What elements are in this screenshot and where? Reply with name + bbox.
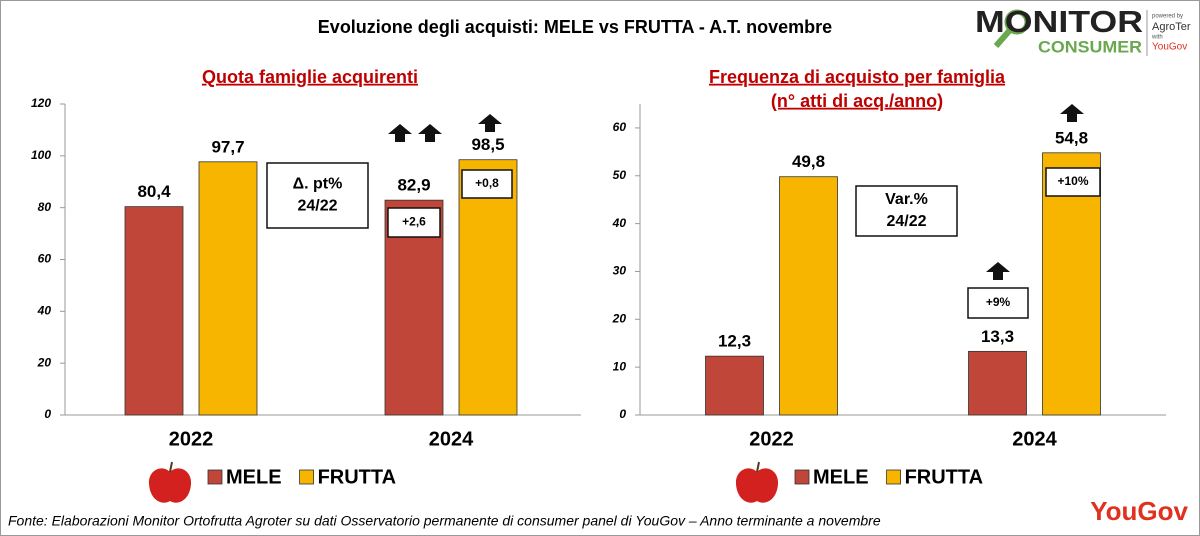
y-tick-label: 20 bbox=[37, 355, 52, 369]
apple-stem bbox=[169, 461, 173, 473]
change-label: +0,8 bbox=[475, 176, 499, 190]
change-box bbox=[461, 169, 513, 199]
legend-label: FRUTTA bbox=[905, 466, 984, 488]
bar bbox=[968, 350, 1027, 416]
logo-sub: CONSUMER bbox=[1038, 37, 1142, 56]
trend-arrow bbox=[388, 124, 412, 142]
x-tick-label: 2022 bbox=[749, 428, 794, 450]
value-label: 98,5 bbox=[471, 135, 504, 154]
change-box bbox=[387, 207, 441, 238]
y-tick-label: 100 bbox=[31, 148, 51, 162]
logo-yougov: YouGov bbox=[1152, 42, 1187, 53]
logo-with: with bbox=[1151, 35, 1163, 41]
trend-arrow bbox=[418, 124, 442, 142]
annotation-text: Δ. pt% bbox=[293, 176, 343, 193]
y-tick-label: 40 bbox=[37, 304, 52, 318]
logo: MONITOR CONSUMER powered by AgroTer with… bbox=[975, 4, 1191, 56]
brand-logo: YouGov bbox=[1090, 496, 1188, 526]
legend-label: FRUTTA bbox=[318, 466, 397, 488]
source-note: Fonte: Elaborazioni Monitor Ortofrutta A… bbox=[8, 513, 881, 529]
logo-handle bbox=[993, 28, 1013, 48]
trend-arrow bbox=[1060, 104, 1084, 122]
legend-swatch bbox=[299, 469, 314, 485]
y-tick-label: 20 bbox=[612, 311, 627, 325]
change-label: +9% bbox=[986, 295, 1011, 309]
slide-title: Evoluzione degli acquisti: MELE vs FRUTT… bbox=[318, 17, 832, 37]
bar bbox=[458, 159, 518, 416]
legend-label: MELE bbox=[813, 466, 869, 488]
trend-arrow bbox=[986, 262, 1010, 280]
y-tick-label: 0 bbox=[619, 407, 626, 421]
logo-agroter: AgroTer bbox=[1152, 21, 1191, 33]
annotation-text: 24/22 bbox=[886, 213, 926, 230]
value-label: 97,7 bbox=[211, 137, 244, 156]
x-tick-label: 2024 bbox=[1012, 428, 1057, 450]
logo-name: MONITOR bbox=[975, 4, 1143, 39]
value-label: 49,8 bbox=[792, 152, 825, 171]
annotation-box bbox=[266, 162, 369, 229]
value-label: 54,8 bbox=[1055, 128, 1088, 147]
y-tick-label: 30 bbox=[613, 264, 627, 278]
legend-swatch bbox=[794, 469, 810, 485]
logo-glass bbox=[1004, 9, 1030, 35]
value-label: 12,3 bbox=[718, 332, 751, 351]
bar bbox=[779, 176, 838, 416]
y-tick-label: 40 bbox=[612, 216, 627, 230]
y-tick-label: 120 bbox=[31, 96, 51, 110]
bar bbox=[198, 161, 258, 416]
change-box bbox=[1045, 167, 1101, 197]
chart-title: Quota famiglie acquirenti bbox=[202, 67, 418, 87]
y-tick-label: 50 bbox=[613, 168, 627, 182]
change-label: +2,6 bbox=[402, 215, 426, 229]
change-box bbox=[967, 287, 1029, 319]
value-label: 80,4 bbox=[137, 182, 171, 201]
legend-label: MELE bbox=[226, 466, 282, 488]
bar bbox=[705, 355, 764, 416]
y-tick-label: 60 bbox=[613, 120, 627, 134]
annotation-text: 24/22 bbox=[297, 198, 337, 215]
value-label: 82,9 bbox=[397, 176, 430, 195]
chart-title: Frequenza di acquisto per famiglia bbox=[709, 67, 1006, 87]
change-label: +10% bbox=[1057, 174, 1088, 188]
y-tick-label: 60 bbox=[38, 252, 52, 266]
x-tick-label: 2022 bbox=[169, 428, 214, 450]
chart-title: (n° atti di acq./anno) bbox=[771, 91, 943, 111]
apple-icon bbox=[148, 468, 192, 503]
apple-icon bbox=[735, 468, 779, 503]
value-label: 13,3 bbox=[981, 327, 1014, 346]
x-tick-label: 2024 bbox=[429, 428, 474, 450]
legend-swatch bbox=[207, 469, 223, 485]
apple-stem bbox=[756, 461, 760, 473]
annotation-box bbox=[855, 185, 958, 237]
y-tick-label: 0 bbox=[44, 407, 51, 421]
legend-swatch bbox=[886, 469, 901, 485]
bar bbox=[124, 206, 184, 416]
y-tick-label: 80 bbox=[38, 200, 52, 214]
logo-powered: powered by bbox=[1152, 14, 1183, 20]
trend-arrow bbox=[478, 114, 502, 132]
y-tick-label: 10 bbox=[613, 359, 627, 373]
annotation-text: Var.% bbox=[885, 191, 928, 208]
